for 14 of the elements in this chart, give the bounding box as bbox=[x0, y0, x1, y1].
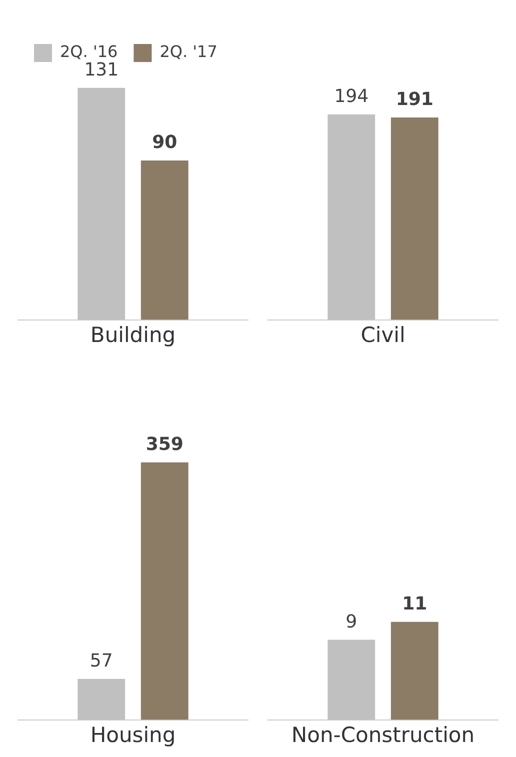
x-tick-label: Building bbox=[90, 322, 176, 347]
x-tick-label: Housing bbox=[90, 722, 176, 747]
x-tick-label: Civil bbox=[360, 322, 406, 347]
legend-label: 2Q. '17 bbox=[160, 42, 218, 62]
data-label: 9 bbox=[346, 611, 358, 632]
data-label: 11 bbox=[402, 594, 428, 615]
data-label: 359 bbox=[146, 434, 184, 456]
data-label: 191 bbox=[396, 89, 434, 110]
data-label: 57 bbox=[90, 650, 113, 672]
data-label: 90 bbox=[152, 132, 178, 154]
data-label: 194 bbox=[334, 86, 369, 108]
x-tick-label: Non-Construction bbox=[291, 722, 475, 747]
data-label: 131 bbox=[84, 60, 119, 81]
legend-label: 2Q. '16 bbox=[60, 42, 118, 62]
